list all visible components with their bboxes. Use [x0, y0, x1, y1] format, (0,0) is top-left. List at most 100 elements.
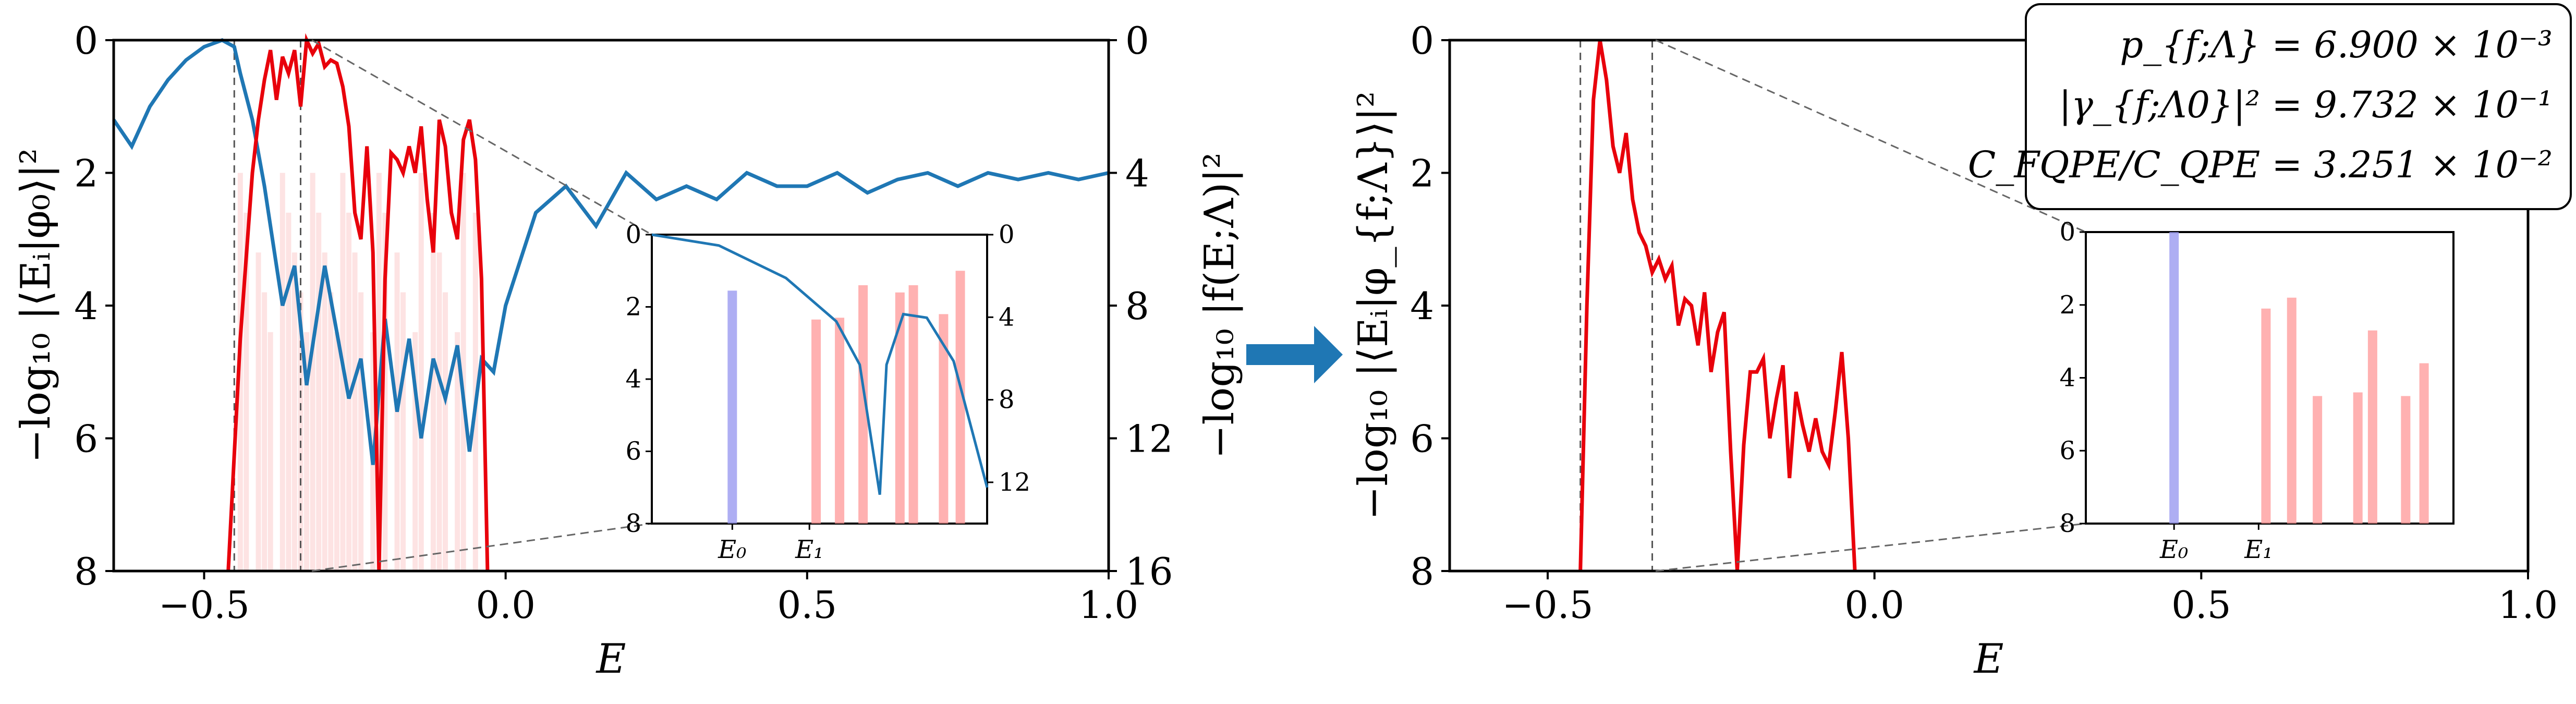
left-y2-ticks: 0 4 8 12 16 [1109, 19, 1173, 593]
left-x-ticks: −0.5 0.0 0.5 1.0 [159, 571, 1138, 627]
inset-filter-curve [651, 233, 989, 495]
y2-tick-label: 8 [1125, 284, 1149, 328]
excited-state-bar [939, 314, 949, 524]
left-inset-y-ticks: 0 2 4 6 8 [625, 220, 652, 538]
right-inset-content [2169, 232, 2429, 524]
spectrum-bar [418, 173, 424, 571]
filter-curve [112, 38, 1109, 465]
filtered-spectrum-curve [1578, 40, 1857, 572]
y-tick-label: 4 [74, 284, 98, 328]
left-panel: −0.5 0.0 0.5 1.0 0 2 4 6 8 0 4 8 12 16 E −log₁₀ |⟨E… [13, 19, 1243, 683]
right-vlines [1579, 40, 1654, 571]
ground-state-bar [2169, 232, 2179, 524]
inset-y2-tick-label: 4 [999, 302, 1015, 332]
annotation-frame [2025, 3, 2572, 210]
spectrum-bar [328, 292, 334, 571]
inset-y2-tick-label: 12 [999, 468, 1030, 497]
left-inset-x-ticks: E₀ E₁ [718, 524, 823, 564]
y-tick-label: 6 [74, 417, 98, 461]
excited-state-bar [2313, 396, 2323, 524]
right-x-ticks: −0.5 0.0 0.5 1.0 [1502, 571, 2558, 627]
excited-state-bar [811, 319, 821, 524]
spectrum-bar [443, 292, 448, 571]
inset-y-tick-label: 0 [2059, 217, 2075, 247]
excited-state-bar [2367, 330, 2377, 524]
x-tick-label: 0.5 [2171, 583, 2231, 627]
y2-tick-label: 12 [1125, 417, 1173, 461]
spectrum-bar [460, 173, 466, 571]
spectrum-bar [310, 173, 315, 571]
spectrum-bar [352, 252, 358, 571]
x-tick-label: 1.0 [1079, 583, 1139, 627]
spectrum-bar [436, 252, 442, 571]
left-ylabel: −log₁₀ |⟨Eᵢ|φ₀⟩|² [13, 148, 59, 463]
annotation-box: p_{f;Λ} = 6.900 × 10⁻³ |γ_{f;Λ0}|² = 9.7… [1968, 3, 2572, 210]
spectrum-bar [280, 173, 285, 571]
left-zoom-guide-top [311, 39, 652, 236]
y2-tick-label: 16 [1125, 550, 1173, 593]
spectrum-bar [358, 292, 364, 571]
inset-y2-tick-label: 8 [999, 385, 1015, 415]
y-tick-label: 0 [1410, 19, 1434, 63]
y-tick-label: 2 [74, 152, 98, 196]
annotation-cost-ratio: C_FQPE/C_QPE = 3.251 × 10⁻² [1968, 143, 2553, 186]
x-tick-label: −0.5 [159, 583, 250, 627]
spectrum-bar [334, 332, 339, 571]
left-zoom-guide-bottom [311, 523, 652, 572]
inset-x-tick-label: E₁ [2244, 535, 2273, 564]
inset-x-tick-label: E₀ [2159, 535, 2188, 564]
right-panel: −0.5 0.0 0.5 1.0 0 2 4 6 8 E −log₁₀ |⟨Eᵢ|φ_{f;Λ… [1350, 3, 2572, 683]
y-tick-label: 2 [1410, 152, 1434, 196]
excited-state-bar [2287, 297, 2296, 524]
excited-state-bar [2401, 396, 2411, 524]
inset-y-tick-label: 8 [2059, 509, 2075, 538]
y-tick-label: 6 [1410, 417, 1434, 461]
inset-y-tick-label: 6 [2059, 436, 2075, 465]
right-inset-x-ticks: E₀ E₁ [2159, 524, 2273, 564]
inset-y2-tick-label: 0 [999, 220, 1015, 249]
x-tick-label: 0.0 [1844, 583, 1904, 627]
right-inset-y-ticks: 0 2 4 6 8 [2059, 217, 2086, 538]
inset-y-tick-label: 8 [625, 509, 641, 538]
spectrum-bar [286, 212, 291, 572]
left-y2label: −log₁₀ |f(E;Λ)|² [1196, 152, 1243, 459]
spectrum-bar [400, 292, 406, 571]
annotation-overlap: |γ_{f;Λ0}|² = 9.732 × 10⁻¹ [2059, 83, 2553, 126]
spectrum-bar [256, 252, 261, 571]
spectrum-curve [226, 33, 490, 572]
annotation-probability: p_{f;Λ} = 6.900 × 10⁻³ [2120, 23, 2553, 66]
excited-state-bar [2261, 308, 2271, 524]
spectrum-bar [382, 212, 388, 572]
excited-state-bar [895, 292, 905, 524]
inset-y-tick-label: 0 [625, 220, 641, 249]
y-tick-label: 8 [74, 550, 98, 593]
excited-state-bar [858, 285, 868, 524]
spectrum-bar [291, 252, 297, 571]
left-y-ticks: 0 2 4 6 8 [74, 19, 114, 593]
y-tick-label: 0 [74, 19, 98, 63]
left-inset: 0 2 4 6 8 0 4 8 12 E₀ E₁ [625, 220, 1030, 564]
transition-arrow-icon [1246, 326, 1343, 383]
inset-y-tick-label: 6 [625, 437, 641, 466]
inset-y-tick-label: 4 [625, 365, 641, 394]
right-inset: 0 2 4 6 8 E₀ E₁ [2059, 217, 2455, 564]
excited-state-bar [2353, 392, 2363, 524]
inset-y-tick-label: 4 [2059, 363, 2075, 393]
excited-state-bar [908, 285, 918, 524]
left-inset-content [651, 233, 989, 524]
spectrum-bar [244, 212, 249, 572]
spectrum-bar [304, 332, 310, 571]
y-tick-label: 4 [1410, 284, 1434, 328]
spectrum-bar [268, 332, 273, 571]
y2-tick-label: 4 [1125, 152, 1149, 196]
excited-state-bar [2419, 363, 2429, 524]
spectrum-bar [322, 252, 327, 571]
right-zoom-guide-top [1655, 39, 2086, 233]
spectrum-bar [412, 332, 418, 571]
ground-state-bar [727, 290, 737, 524]
x-tick-label: 1.0 [2498, 583, 2558, 627]
spectrum-bar [430, 212, 436, 572]
excited-state-bar [835, 318, 845, 524]
